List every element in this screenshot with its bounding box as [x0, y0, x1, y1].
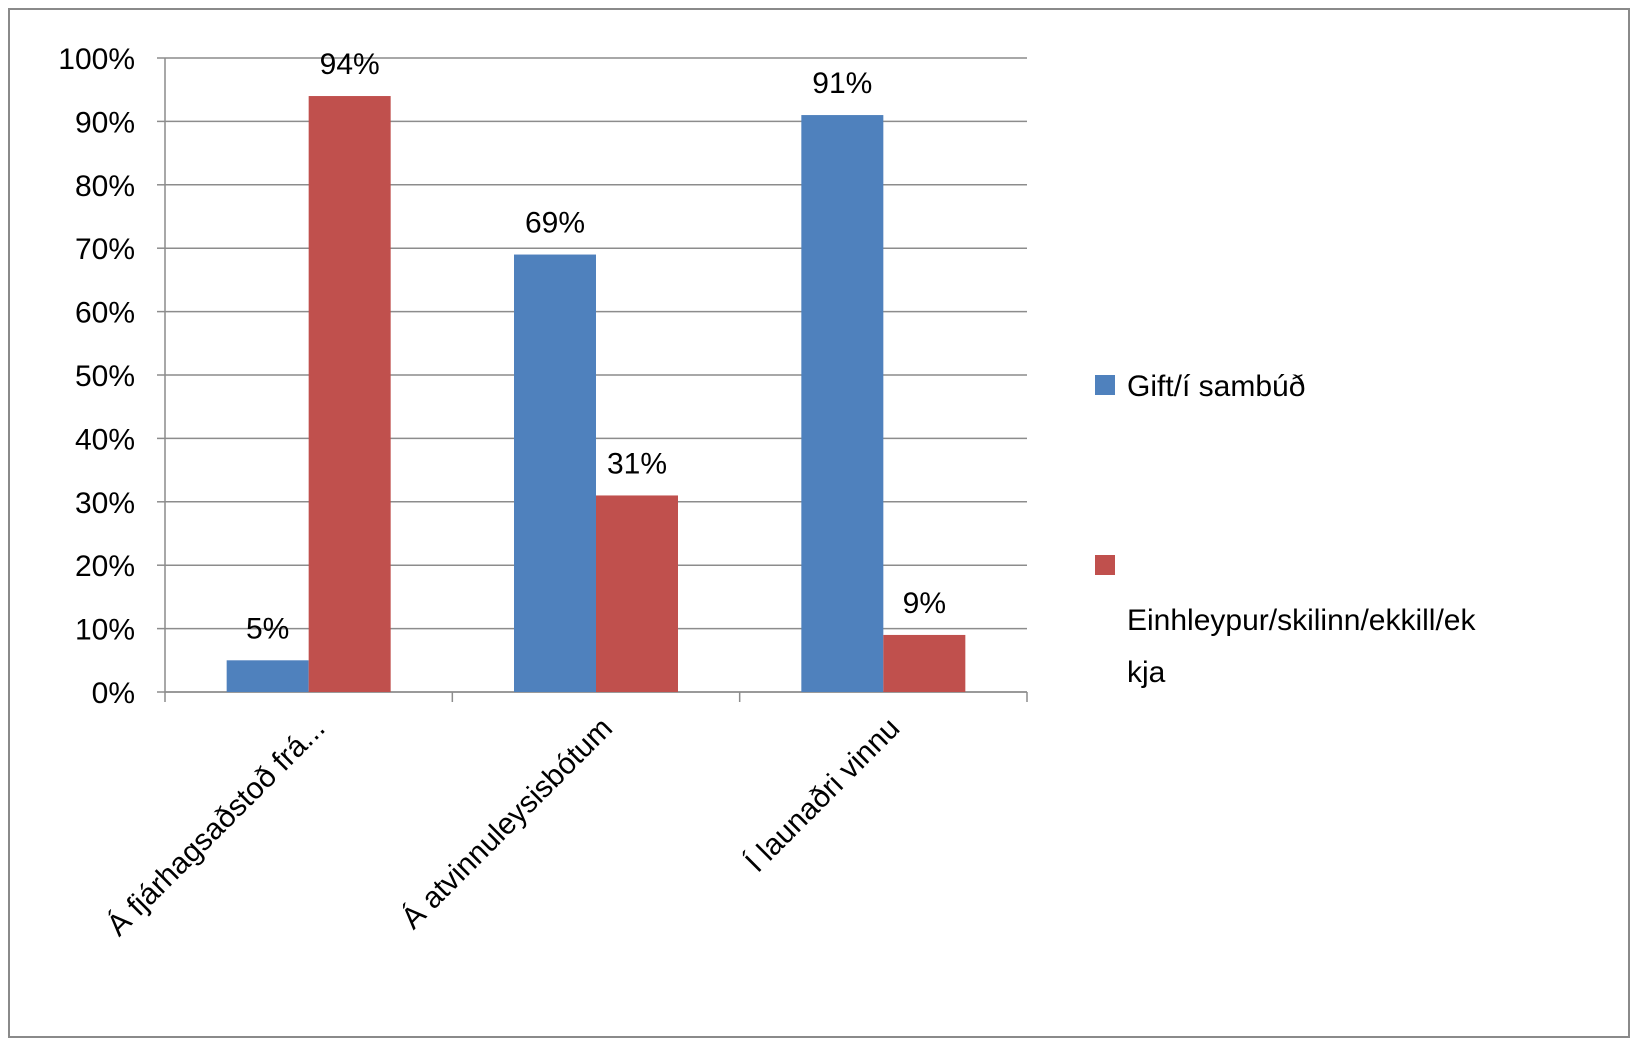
data-label: 9% — [903, 587, 946, 620]
data-label: 91% — [812, 67, 872, 100]
y-tick-label: 60% — [75, 297, 135, 330]
y-tick-label: 50% — [75, 360, 135, 393]
x-category-label: Á fjárhagsaðstoð frá... — [101, 712, 332, 943]
data-label: 5% — [246, 612, 289, 645]
data-label: 31% — [607, 447, 667, 480]
data-label: 69% — [525, 207, 585, 240]
bar — [308, 96, 391, 693]
legend-swatch — [1095, 555, 1115, 575]
bar — [514, 254, 596, 693]
y-tick-label: 90% — [75, 106, 135, 139]
y-tick-label: 30% — [75, 487, 135, 520]
x-category-label: Á atvinnuleysisbótum — [395, 712, 619, 936]
bar — [801, 115, 884, 692]
y-tick-label: 100% — [58, 43, 135, 76]
legend-swatch — [1095, 375, 1115, 395]
legend-label: Gift/í sambúð — [1127, 370, 1305, 403]
bar — [226, 660, 309, 692]
y-tick-label: 40% — [75, 423, 135, 456]
y-tick-label: 10% — [75, 614, 135, 647]
y-tick-label: 80% — [75, 170, 135, 203]
data-label: 94% — [320, 48, 380, 81]
legend-label: Einhleypur/skilinn/ekkill/ek — [1127, 604, 1476, 637]
y-tick-label: 20% — [75, 550, 135, 583]
x-category-label: Í launaðri vinnu — [739, 712, 906, 879]
bar — [883, 634, 966, 692]
bar — [596, 495, 678, 692]
y-tick-label: 70% — [75, 233, 135, 266]
legend-label: kja — [1127, 656, 1166, 689]
y-tick-label: 0% — [92, 677, 135, 710]
